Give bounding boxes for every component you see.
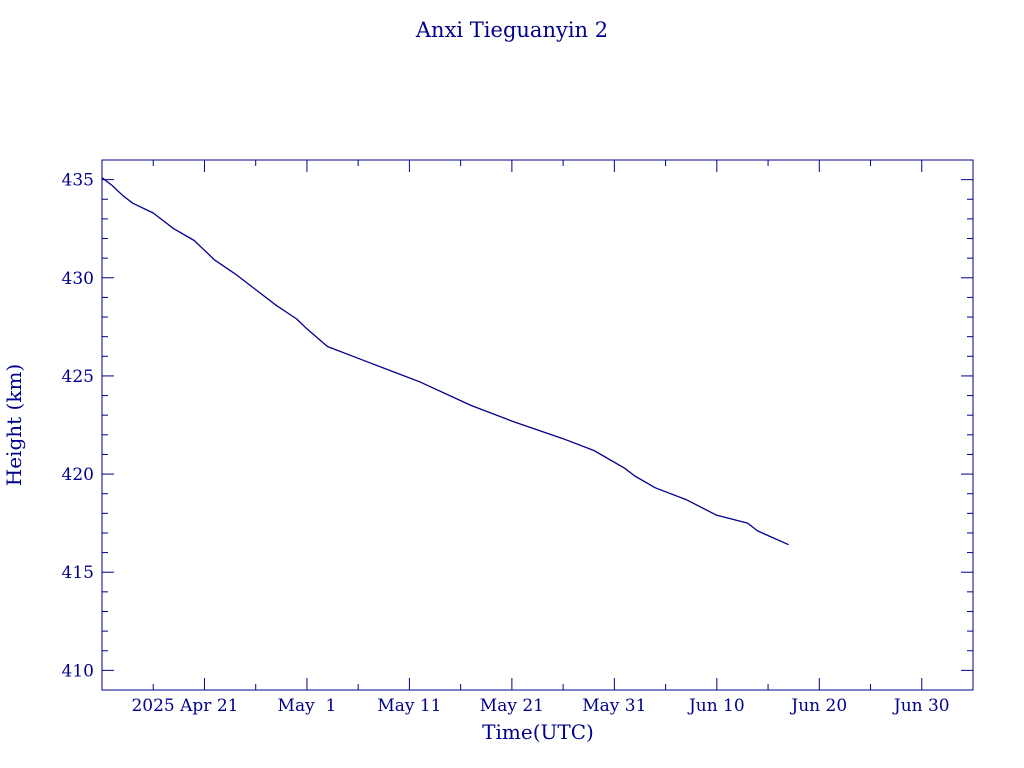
- x-tick-label: May 31: [582, 696, 646, 716]
- y-tick-label: 430: [62, 269, 94, 289]
- y-axis-label: Height (km): [2, 364, 26, 486]
- x-axis-label: Time(UTC): [482, 720, 594, 744]
- x-tick-label: Jun 20: [789, 696, 847, 716]
- x-tick-label: May 21: [480, 696, 544, 716]
- y-tick-label: 410: [62, 661, 94, 681]
- series-line-0: [101, 177, 789, 546]
- chart-title: Anxi Tieguanyin 2: [415, 18, 608, 42]
- y-tick-label: 435: [62, 171, 94, 191]
- plot-area: [101, 159, 974, 691]
- x-tick-label: May 11: [377, 696, 441, 716]
- x-tick-label: Jun 10: [687, 696, 745, 716]
- x-tick-label: 2025 Apr 21: [131, 696, 238, 716]
- axis-ticks: 410 415 420 425 430 435 2025 Apr 21 May 1 May 11…: [62, 159, 973, 716]
- y-tick-label: 420: [62, 465, 94, 485]
- y-tick-label: 425: [62, 367, 94, 387]
- x-tick-label: May 1: [278, 696, 337, 716]
- x-tick-label: Jun 30: [892, 696, 950, 716]
- y-tick-label: 415: [62, 563, 94, 583]
- plot-frame: [101, 159, 974, 691]
